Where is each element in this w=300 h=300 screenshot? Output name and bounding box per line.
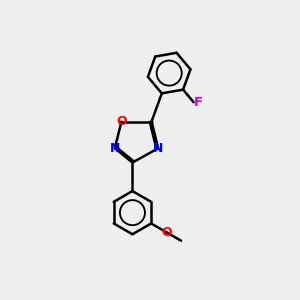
Text: N: N (153, 142, 164, 155)
Text: O: O (161, 226, 172, 239)
Text: F: F (194, 96, 203, 109)
Text: O: O (116, 115, 127, 128)
Text: N: N (110, 142, 120, 155)
